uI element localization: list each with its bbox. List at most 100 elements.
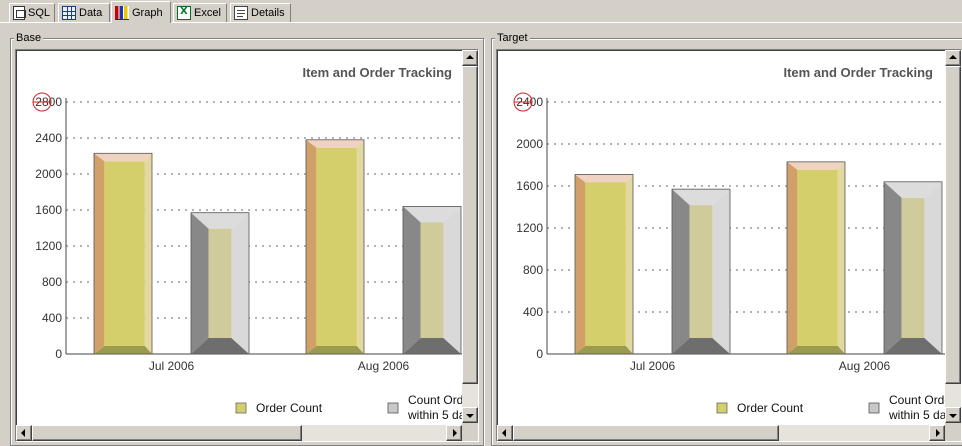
target-y-tick-label: 800 — [523, 263, 543, 277]
target-bar-order-count-jul-2006-left-bevel — [575, 174, 586, 354]
details-icon — [234, 6, 248, 20]
base-vertical-scrollbar[interactable] — [462, 50, 478, 423]
base-bar-order-count-aug-2006-outline — [305, 139, 365, 355]
tab-bar: SQL Data Graph Excel Details — [0, 0, 962, 24]
base-bar-order-count-aug-2006 — [305, 139, 365, 355]
base-horizontal-scroll-thumb[interactable] — [32, 425, 302, 441]
base-bar-order-count-jul-2006-top-bevel — [94, 153, 152, 162]
base-chart: Item and Order Tracking 0 400 800 1200 1600 20… — [32, 65, 466, 422]
target-bar-count-orders-aug-2006-bottom-bevel — [884, 338, 942, 354]
base-bar-count-orders-aug-2006-bottom-bevel — [403, 338, 461, 354]
base-y-tick-label: 1600 — [35, 203, 62, 217]
target-bar-order-count-jul-2006-right-bevel — [625, 174, 633, 354]
target-vertical-scroll-thumb[interactable] — [945, 66, 961, 384]
target-y-tick-label: 1200 — [516, 221, 543, 235]
tab-graph-label: Graph — [132, 6, 163, 19]
base-bar-order-count-jul-2006-outline — [93, 152, 153, 355]
target-bar-order-count-aug-2006-face — [797, 169, 838, 346]
tab-data-label: Data — [79, 7, 103, 19]
target-bar-count-orders-aug-2006-face — [901, 197, 925, 338]
base-bar-count-orders-jul-2006-top-bevel — [191, 212, 249, 229]
base-bar-order-count-aug-2006-right-bevel — [356, 139, 364, 354]
target-chart: Item and Order Tracking 0 400 800 1200 1600 20… — [513, 65, 947, 422]
base-scroll-right-button[interactable] — [446, 425, 462, 441]
target-legend-swatch-order-count — [716, 402, 728, 414]
excel-icon — [177, 6, 191, 20]
base-x-tick-label: Aug 2006 — [358, 359, 410, 373]
target-scroll-corner — [945, 423, 961, 441]
target-panel-label: Target — [495, 32, 530, 44]
target-y-tick-label: 400 — [523, 305, 543, 319]
base-bar-count-orders-jul-2006-left-bevel — [191, 212, 209, 354]
target-legend-label-order-count: Order Count — [737, 401, 804, 415]
target-bar-count-orders-jul-2006-face — [689, 205, 713, 338]
data-grid-icon — [62, 6, 76, 20]
tab-sql[interactable]: SQL — [9, 3, 55, 22]
target-panel: Target Item and Order Tracking 0 400 800 120… — [491, 32, 962, 446]
tab-excel[interactable]: Excel — [173, 3, 227, 22]
tab-sql-label: SQL — [27, 7, 50, 19]
base-scroll-left-button[interactable] — [16, 425, 32, 441]
target-x-tick-label: Jul 2006 — [630, 359, 676, 373]
base-legend-swatch-order-count — [235, 402, 247, 414]
target-bar-count-orders-aug-2006-right-bevel — [924, 181, 942, 354]
target-bar-order-count-jul-2006-face — [585, 182, 626, 346]
base-bar-order-count-aug-2006-left-bevel — [306, 139, 317, 354]
target-bar-order-count-aug-2006-outline — [786, 161, 846, 355]
target-bar-order-count-jul-2006 — [574, 174, 634, 355]
target-scroll-up-button[interactable] — [945, 50, 961, 66]
base-vertical-scroll-thumb[interactable] — [462, 66, 478, 384]
base-bar-count-orders-aug-2006-right-bevel — [443, 206, 461, 354]
target-bar-count-orders-jul-2006 — [671, 188, 731, 355]
base-bar-order-count-jul-2006-right-bevel — [144, 153, 152, 354]
target-horizontal-scroll-thumb[interactable] — [513, 425, 779, 441]
target-bar-count-orders-aug-2006-outline — [883, 181, 943, 355]
target-legend-label-count-orders-line2: within 5 da — [888, 408, 947, 422]
base-bar-order-count-aug-2006-bottom-bevel — [306, 346, 364, 354]
base-chart-title: Item and Order Tracking — [302, 65, 452, 80]
base-chart-viewport: Item and Order Tracking 0 400 800 1200 1600 20… — [15, 49, 479, 442]
target-bar-order-count-jul-2006-outline — [574, 174, 634, 355]
target-chart-title: Item and Order Tracking — [783, 65, 933, 80]
target-y-tick-label: 1600 — [516, 179, 543, 193]
target-bar-order-count-aug-2006 — [786, 161, 846, 355]
base-legend-label-count-orders-line2: within 5 da — [407, 408, 466, 422]
target-vertical-scrollbar[interactable] — [945, 50, 961, 423]
graph-icon — [115, 5, 129, 20]
target-bar-count-orders-jul-2006-left-bevel — [672, 189, 690, 354]
target-bar-count-orders-aug-2006 — [883, 181, 943, 355]
base-bar-count-orders-jul-2006-face — [208, 228, 232, 338]
target-scroll-left-button[interactable] — [497, 425, 513, 441]
tab-details[interactable]: Details — [230, 3, 291, 22]
base-horizontal-scrollbar[interactable] — [16, 425, 462, 441]
target-bar-order-count-aug-2006-bottom-bevel — [787, 346, 845, 354]
tab-bar-divider — [0, 22, 962, 23]
base-scroll-up-button[interactable] — [462, 50, 478, 66]
target-bar-order-count-aug-2006-right-bevel — [837, 161, 845, 354]
base-bar-count-orders-aug-2006-left-bevel — [403, 206, 421, 354]
sql-icon — [13, 6, 26, 20]
target-bar-count-orders-jul-2006-bottom-bevel — [672, 338, 730, 354]
base-bar-order-count-jul-2006-left-bevel — [94, 153, 105, 354]
target-bar-count-orders-jul-2006-outline — [671, 188, 731, 355]
target-y-tick-label: 0 — [536, 347, 543, 361]
tab-data[interactable]: Data — [58, 3, 110, 22]
base-bar-count-orders-aug-2006 — [402, 205, 462, 355]
target-bar-order-count-jul-2006-bottom-bevel — [575, 346, 633, 354]
target-bar-order-count-aug-2006-top-bevel — [787, 161, 845, 170]
target-bar-order-count-aug-2006-left-bevel — [787, 161, 798, 354]
base-scroll-corner — [462, 423, 478, 441]
tab-graph[interactable]: Graph — [111, 1, 171, 23]
target-scroll-right-button[interactable] — [929, 425, 945, 441]
base-scroll-down-button[interactable] — [462, 407, 478, 423]
base-bar-count-orders-jul-2006-bottom-bevel — [191, 338, 249, 354]
base-bar-order-count-aug-2006-face — [316, 147, 357, 346]
tab-excel-label: Excel — [194, 7, 221, 19]
target-x-tick-label: Aug 2006 — [839, 359, 891, 373]
base-bar-count-orders-jul-2006-outline — [190, 212, 250, 355]
base-bar-count-orders-aug-2006-top-bevel — [403, 206, 461, 223]
target-horizontal-scrollbar[interactable] — [497, 425, 945, 441]
target-scroll-down-button[interactable] — [945, 407, 961, 423]
base-y-tick-label: 2400 — [35, 131, 62, 145]
base-x-tick-label: Jul 2006 — [149, 359, 195, 373]
